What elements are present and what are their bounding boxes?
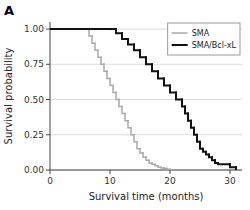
grid-line [50, 99, 242, 100]
step-segment [137, 142, 140, 149]
chart: 0.00 0.25 0.50 0.75 1.00 0 10 20 30 Survival time… [0, 0, 250, 210]
step-segment [170, 169, 173, 170]
y-tick [46, 134, 50, 135]
x-axis [50, 170, 242, 171]
step-segment [176, 92, 182, 99]
x-axis-label: Survival time (months) [89, 191, 204, 202]
y-tick [46, 170, 50, 171]
step-segment [50, 28, 110, 30]
y-tick-label: 0.50 [24, 95, 44, 105]
step-segment [116, 92, 119, 99]
y-axis [50, 22, 51, 170]
step-segment [182, 100, 185, 107]
series [50, 29, 173, 170]
y-tick [46, 99, 50, 100]
step-segment [185, 107, 188, 114]
step-segment [197, 135, 200, 142]
step-segment [92, 36, 95, 43]
step-segment [172, 169, 174, 170]
step-segment [158, 71, 164, 78]
step-segment [152, 64, 158, 71]
step-segment [235, 167, 237, 170]
x-tick-label: 20 [164, 176, 176, 186]
step-segment [191, 121, 194, 128]
y-tick [46, 64, 50, 65]
step-segment [95, 43, 98, 50]
x-tick [230, 170, 231, 174]
legend-swatch [172, 32, 188, 34]
step-segment [101, 57, 104, 64]
step-segment [89, 29, 92, 36]
legend-label: SMA [192, 29, 210, 38]
step-segment [119, 100, 122, 107]
grid-line [50, 134, 242, 135]
step-segment [146, 57, 152, 64]
y-tick [46, 29, 50, 30]
panel-label: A [4, 3, 14, 18]
step-segment [188, 114, 191, 121]
x-tick-label: 10 [104, 176, 116, 186]
step-segment [140, 50, 146, 57]
step-segment [104, 64, 107, 71]
y-tick-label: 1.00 [24, 24, 44, 34]
step-segment [200, 142, 203, 149]
step-segment [113, 85, 116, 92]
step-segment [134, 135, 137, 142]
y-axis-label: Survival probability [3, 47, 14, 144]
legend-box [168, 23, 240, 55]
step-segment [122, 107, 125, 114]
step-segment [110, 78, 113, 85]
step-segment [218, 163, 230, 164]
x-tick [110, 170, 111, 174]
step-segment [98, 50, 101, 57]
step-segment [194, 128, 197, 135]
legend-swatch [172, 44, 188, 46]
legend-label: SMA/Bcl-xL [192, 41, 237, 50]
x-tick [50, 170, 51, 174]
step-segment [128, 121, 131, 128]
step-segment [125, 114, 128, 121]
legend: SMA SMA/Bcl-xL [168, 23, 240, 55]
step-segment [164, 78, 170, 85]
y-tick-label: 0.75 [24, 59, 44, 69]
x-tick-label: 30 [224, 176, 236, 186]
y-tick-label: 0.25 [24, 130, 44, 140]
step-segment [170, 85, 176, 92]
y-tick-label: 0.00 [24, 165, 44, 175]
grid-line [50, 170, 242, 171]
step-segment [131, 128, 134, 135]
x-tick [170, 170, 171, 174]
x-tick-label: 0 [47, 176, 53, 186]
step-segment [107, 71, 110, 78]
